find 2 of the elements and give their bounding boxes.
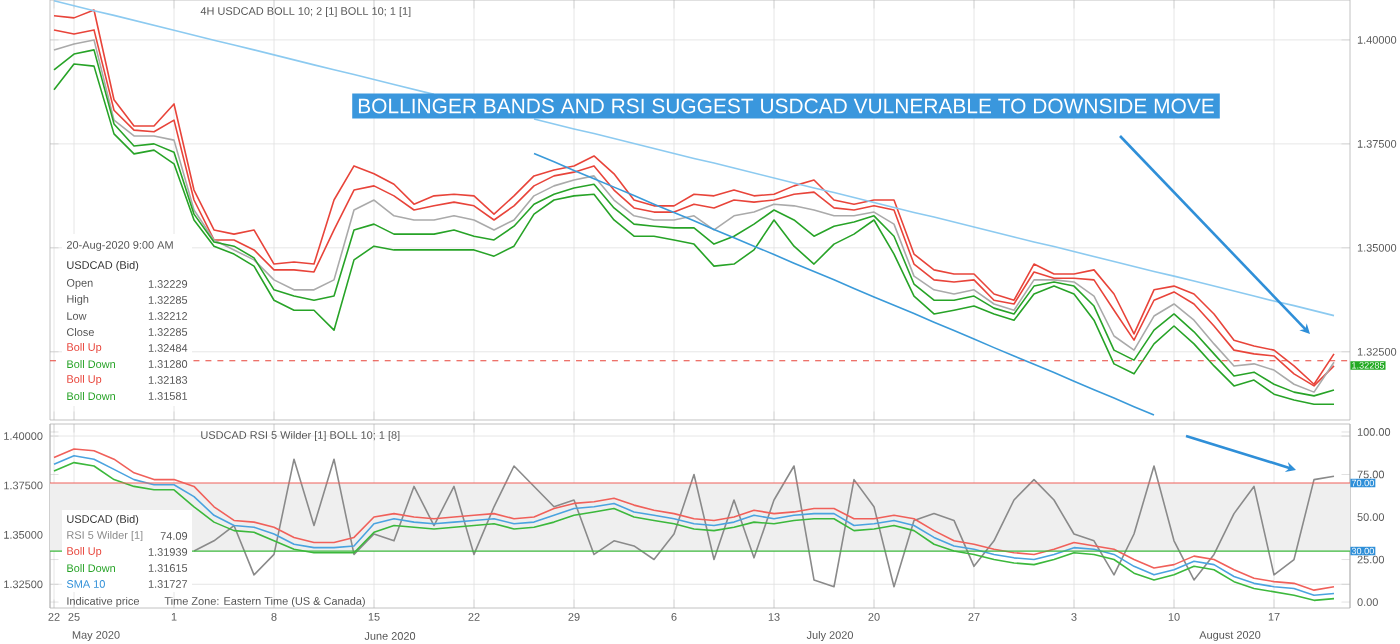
text: BOLLINGER BANDS AND RSI SUGGEST USDCAD VULNERABLE TO DOWNSIDE MOVE xyxy=(358,98,1214,114)
line-series xyxy=(533,152,1155,416)
